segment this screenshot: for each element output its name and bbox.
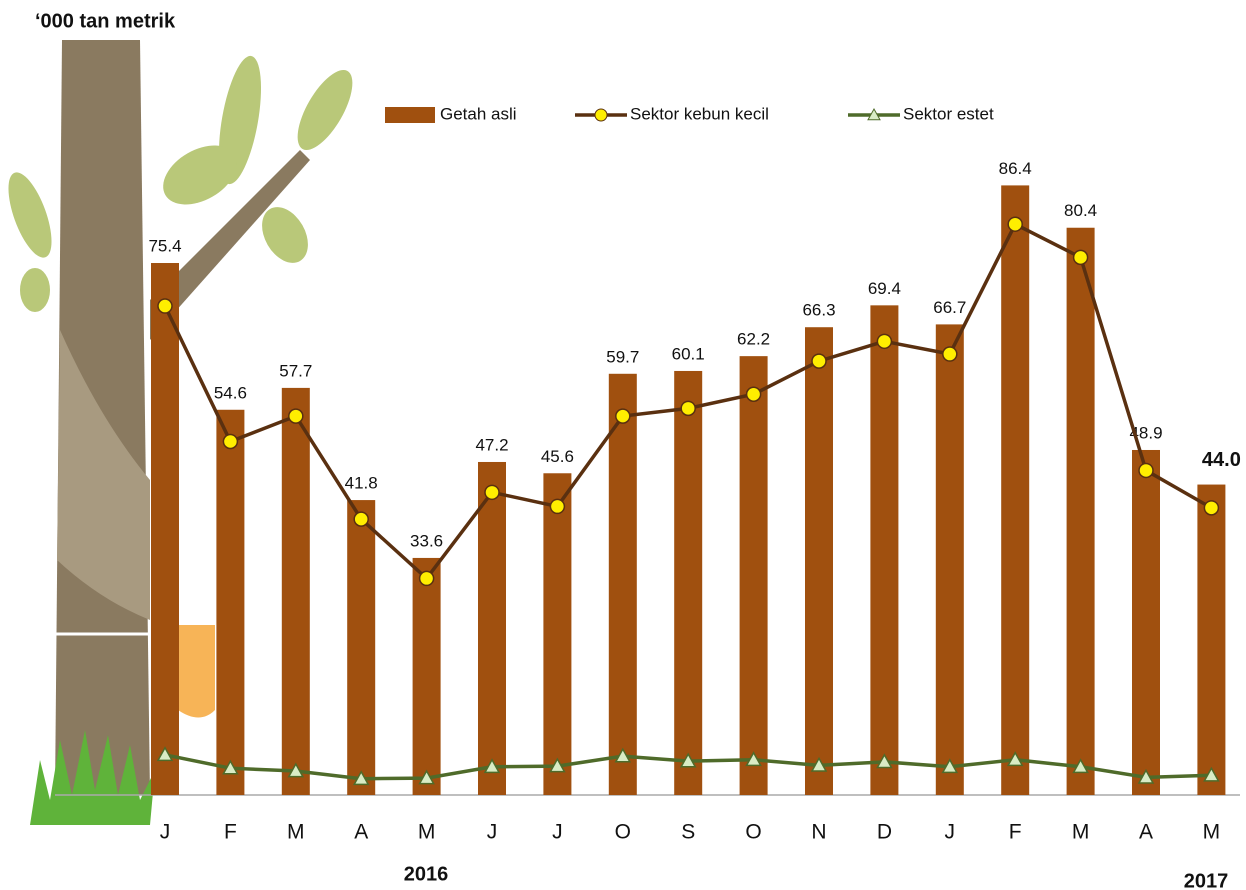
- x-tick-label: M: [1072, 821, 1090, 844]
- bar: [805, 327, 833, 795]
- marker: [811, 353, 827, 369]
- legend-swatch: [385, 107, 435, 123]
- bar: [739, 356, 768, 795]
- marker: [222, 759, 239, 775]
- bar: [347, 500, 376, 795]
- marker: [614, 747, 632, 763]
- marker: [876, 333, 893, 350]
- bar: [674, 370, 703, 795]
- value-label: 69.4: [868, 279, 901, 298]
- x-tick-label: J: [160, 821, 171, 844]
- bar: [216, 409, 245, 795]
- value-label: 59.7: [606, 347, 639, 366]
- value-label: 66.3: [802, 301, 835, 320]
- x-tick-label: O: [615, 821, 631, 844]
- legend-label: Sektor estet: [903, 104, 994, 123]
- tree-decoration: [8, 40, 353, 825]
- legend-label: Sektor kebun kecil: [630, 104, 769, 123]
- year-label: 2016: [404, 863, 449, 885]
- x-tick-label: A: [354, 821, 368, 844]
- marker: [745, 386, 762, 402]
- x-tick-label: J: [945, 821, 956, 844]
- marker: [679, 752, 697, 768]
- marker: [222, 433, 239, 450]
- marker: [1137, 768, 1155, 784]
- x-tick-label: N: [811, 821, 826, 844]
- x-tick-label: M: [287, 821, 305, 844]
- marker: [484, 484, 500, 501]
- value-label: 54.6: [214, 383, 247, 402]
- value-label: 44.0: [1202, 449, 1241, 471]
- bar: [935, 324, 964, 795]
- bar: [281, 387, 310, 795]
- value-label: 41.8: [345, 474, 378, 493]
- marker: [745, 751, 762, 767]
- value-label: 80.4: [1064, 201, 1097, 220]
- marker: [1138, 462, 1154, 479]
- value-label: 62.2: [737, 330, 770, 349]
- marker: [156, 746, 174, 762]
- value-label: 86.4: [999, 159, 1032, 178]
- bar: [543, 473, 572, 795]
- marker: [483, 758, 501, 774]
- bar: [412, 557, 441, 795]
- marker: [288, 408, 304, 424]
- marker: [549, 757, 566, 773]
- x-tick-label: J: [552, 821, 563, 844]
- marker: [1203, 500, 1220, 516]
- marker: [1203, 766, 1220, 782]
- value-label: 57.7: [279, 361, 312, 380]
- marker: [941, 758, 959, 774]
- x-tick-label: M: [1203, 821, 1221, 844]
- x-tick-label: M: [418, 821, 436, 844]
- marker: [418, 769, 435, 785]
- marker: [1072, 249, 1089, 266]
- marker: [418, 570, 435, 587]
- x-tick-label: J: [487, 821, 498, 844]
- bar: [151, 263, 179, 795]
- bar: [1132, 449, 1160, 795]
- value-label: 47.2: [475, 435, 508, 454]
- bar: [1197, 484, 1226, 795]
- x-tick-label: F: [1009, 821, 1022, 844]
- marker: [1007, 216, 1023, 232]
- bar: [870, 305, 899, 795]
- marker: [1006, 751, 1024, 767]
- marker: [680, 400, 696, 417]
- marker: [876, 753, 893, 769]
- x-tick-label: F: [224, 821, 237, 844]
- x-tick-label: D: [877, 821, 892, 844]
- value-label: 66.7: [933, 298, 966, 317]
- x-tick-label: O: [745, 821, 761, 844]
- bar: [1066, 227, 1095, 795]
- value-label: 75.4: [148, 236, 181, 255]
- bar: [478, 461, 506, 795]
- legend-marker: [867, 107, 881, 121]
- marker: [157, 298, 173, 314]
- bar: [1001, 185, 1030, 795]
- value-label: 60.1: [672, 344, 705, 363]
- marker: [615, 408, 631, 424]
- marker: [353, 511, 369, 527]
- legend-marker: [594, 108, 608, 122]
- marker: [549, 498, 566, 515]
- marker: [287, 762, 305, 778]
- marker: [942, 346, 958, 362]
- marker: [810, 756, 828, 772]
- marker: [352, 770, 370, 786]
- year-label: 2017: [1184, 870, 1229, 890]
- marker: [1072, 758, 1089, 774]
- axis-title: ‘000 tan metrik: [35, 10, 176, 32]
- value-label: 33.6: [410, 531, 443, 550]
- value-label: 45.6: [541, 447, 574, 466]
- legend-label: Getah asli: [440, 104, 517, 123]
- bar: [608, 373, 637, 795]
- x-tick-label: A: [1139, 821, 1153, 844]
- x-tick-label: S: [681, 821, 695, 844]
